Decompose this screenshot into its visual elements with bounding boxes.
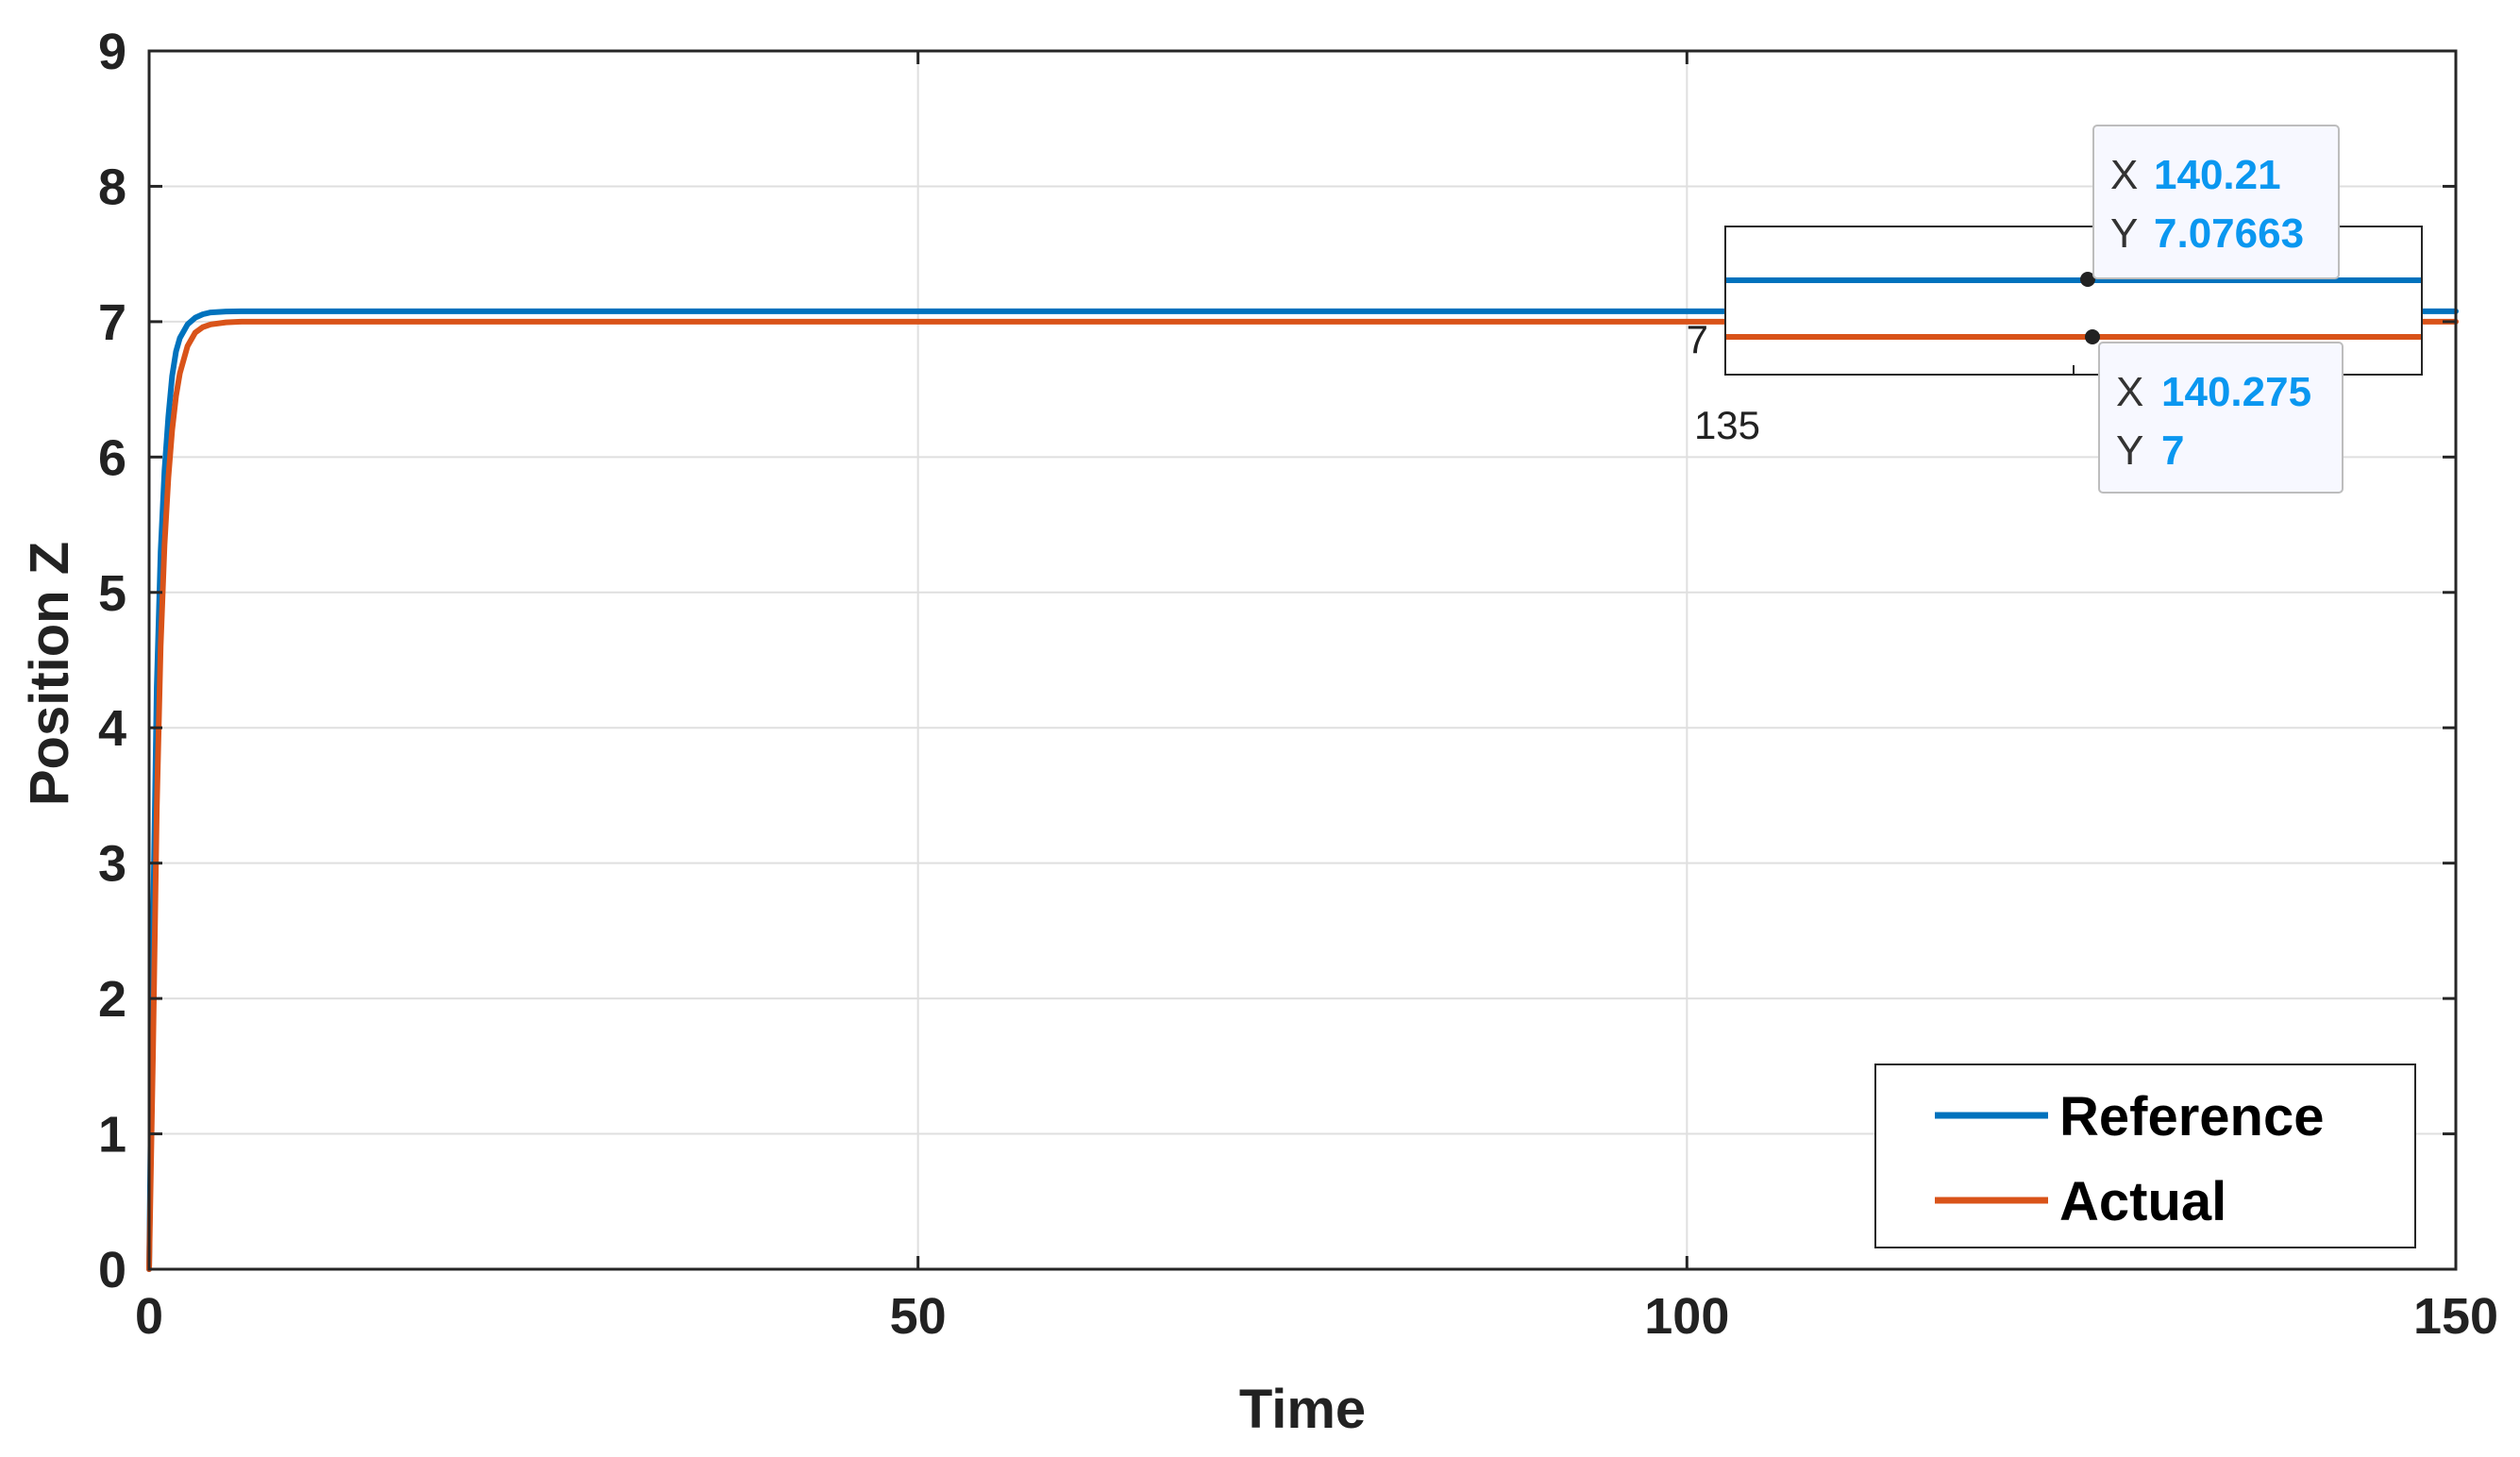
- datatip-marker-actual[interactable]: [2085, 329, 2100, 344]
- y-tick-label: 7: [98, 294, 126, 351]
- datatip-x-key: X: [2110, 152, 2138, 198]
- legend-box: [1874, 1063, 2416, 1248]
- x-tick-label: 50: [890, 1288, 947, 1345]
- series-layer: [146, 308, 2459, 1272]
- y-tick-label: 9: [98, 24, 126, 80]
- y-tick-label: 2: [98, 971, 126, 1028]
- y-tick-label: 3: [98, 836, 126, 893]
- datatip-y-value: 7: [2161, 427, 2184, 474]
- inset-x-tick-label: 135: [1694, 403, 1760, 447]
- x-axis-title: Time: [1239, 1379, 1366, 1440]
- datatip-box: [2092, 125, 2340, 279]
- series-line-actual: [146, 318, 2459, 1272]
- datatip-reference[interactable]: X 140.21 Y 7.07663: [2092, 125, 2340, 279]
- datatip-box: [2098, 342, 2344, 494]
- tick-marks: [147, 49, 2458, 1271]
- y-tick-label: 1: [98, 1107, 126, 1164]
- datatip-x-value: 140.275: [2161, 369, 2311, 415]
- y-tick-label: 0: [98, 1242, 126, 1298]
- y-tick-label: 6: [98, 429, 126, 486]
- y-tick-label: 5: [98, 565, 126, 622]
- legend[interactable]: Reference Actual: [1874, 1063, 2416, 1248]
- datatip-x-key: X: [2116, 369, 2143, 415]
- datatip-actual[interactable]: X 140.275 Y 7: [2098, 342, 2344, 494]
- y-tick-label: 4: [98, 700, 126, 757]
- datatip-marker-reference[interactable]: [2080, 272, 2095, 287]
- y-tick-label: 8: [98, 159, 126, 215]
- tick-labels: 0 1 2 3 4 5 6 7 8 9 0 50 100 150: [98, 24, 2498, 1345]
- datatip-y-key: Y: [2116, 427, 2143, 474]
- datatip-y-value: 7.07663: [2154, 210, 2304, 257]
- legend-label-actual: Actual: [2059, 1171, 2226, 1232]
- datatip-x-value: 140.21: [2154, 152, 2281, 198]
- datatip-y-key: Y: [2110, 210, 2138, 257]
- x-tick-label: 150: [2413, 1288, 2498, 1345]
- legend-label-reference: Reference: [2059, 1086, 2324, 1147]
- inset-y-tick-label: 7: [1687, 317, 1708, 361]
- y-axis-title: Position Z: [19, 542, 80, 806]
- axes-box: [147, 49, 2458, 1271]
- x-tick-label: 100: [1644, 1288, 1729, 1345]
- series-line-reference: [146, 308, 2459, 1272]
- x-tick-label: 0: [135, 1288, 163, 1345]
